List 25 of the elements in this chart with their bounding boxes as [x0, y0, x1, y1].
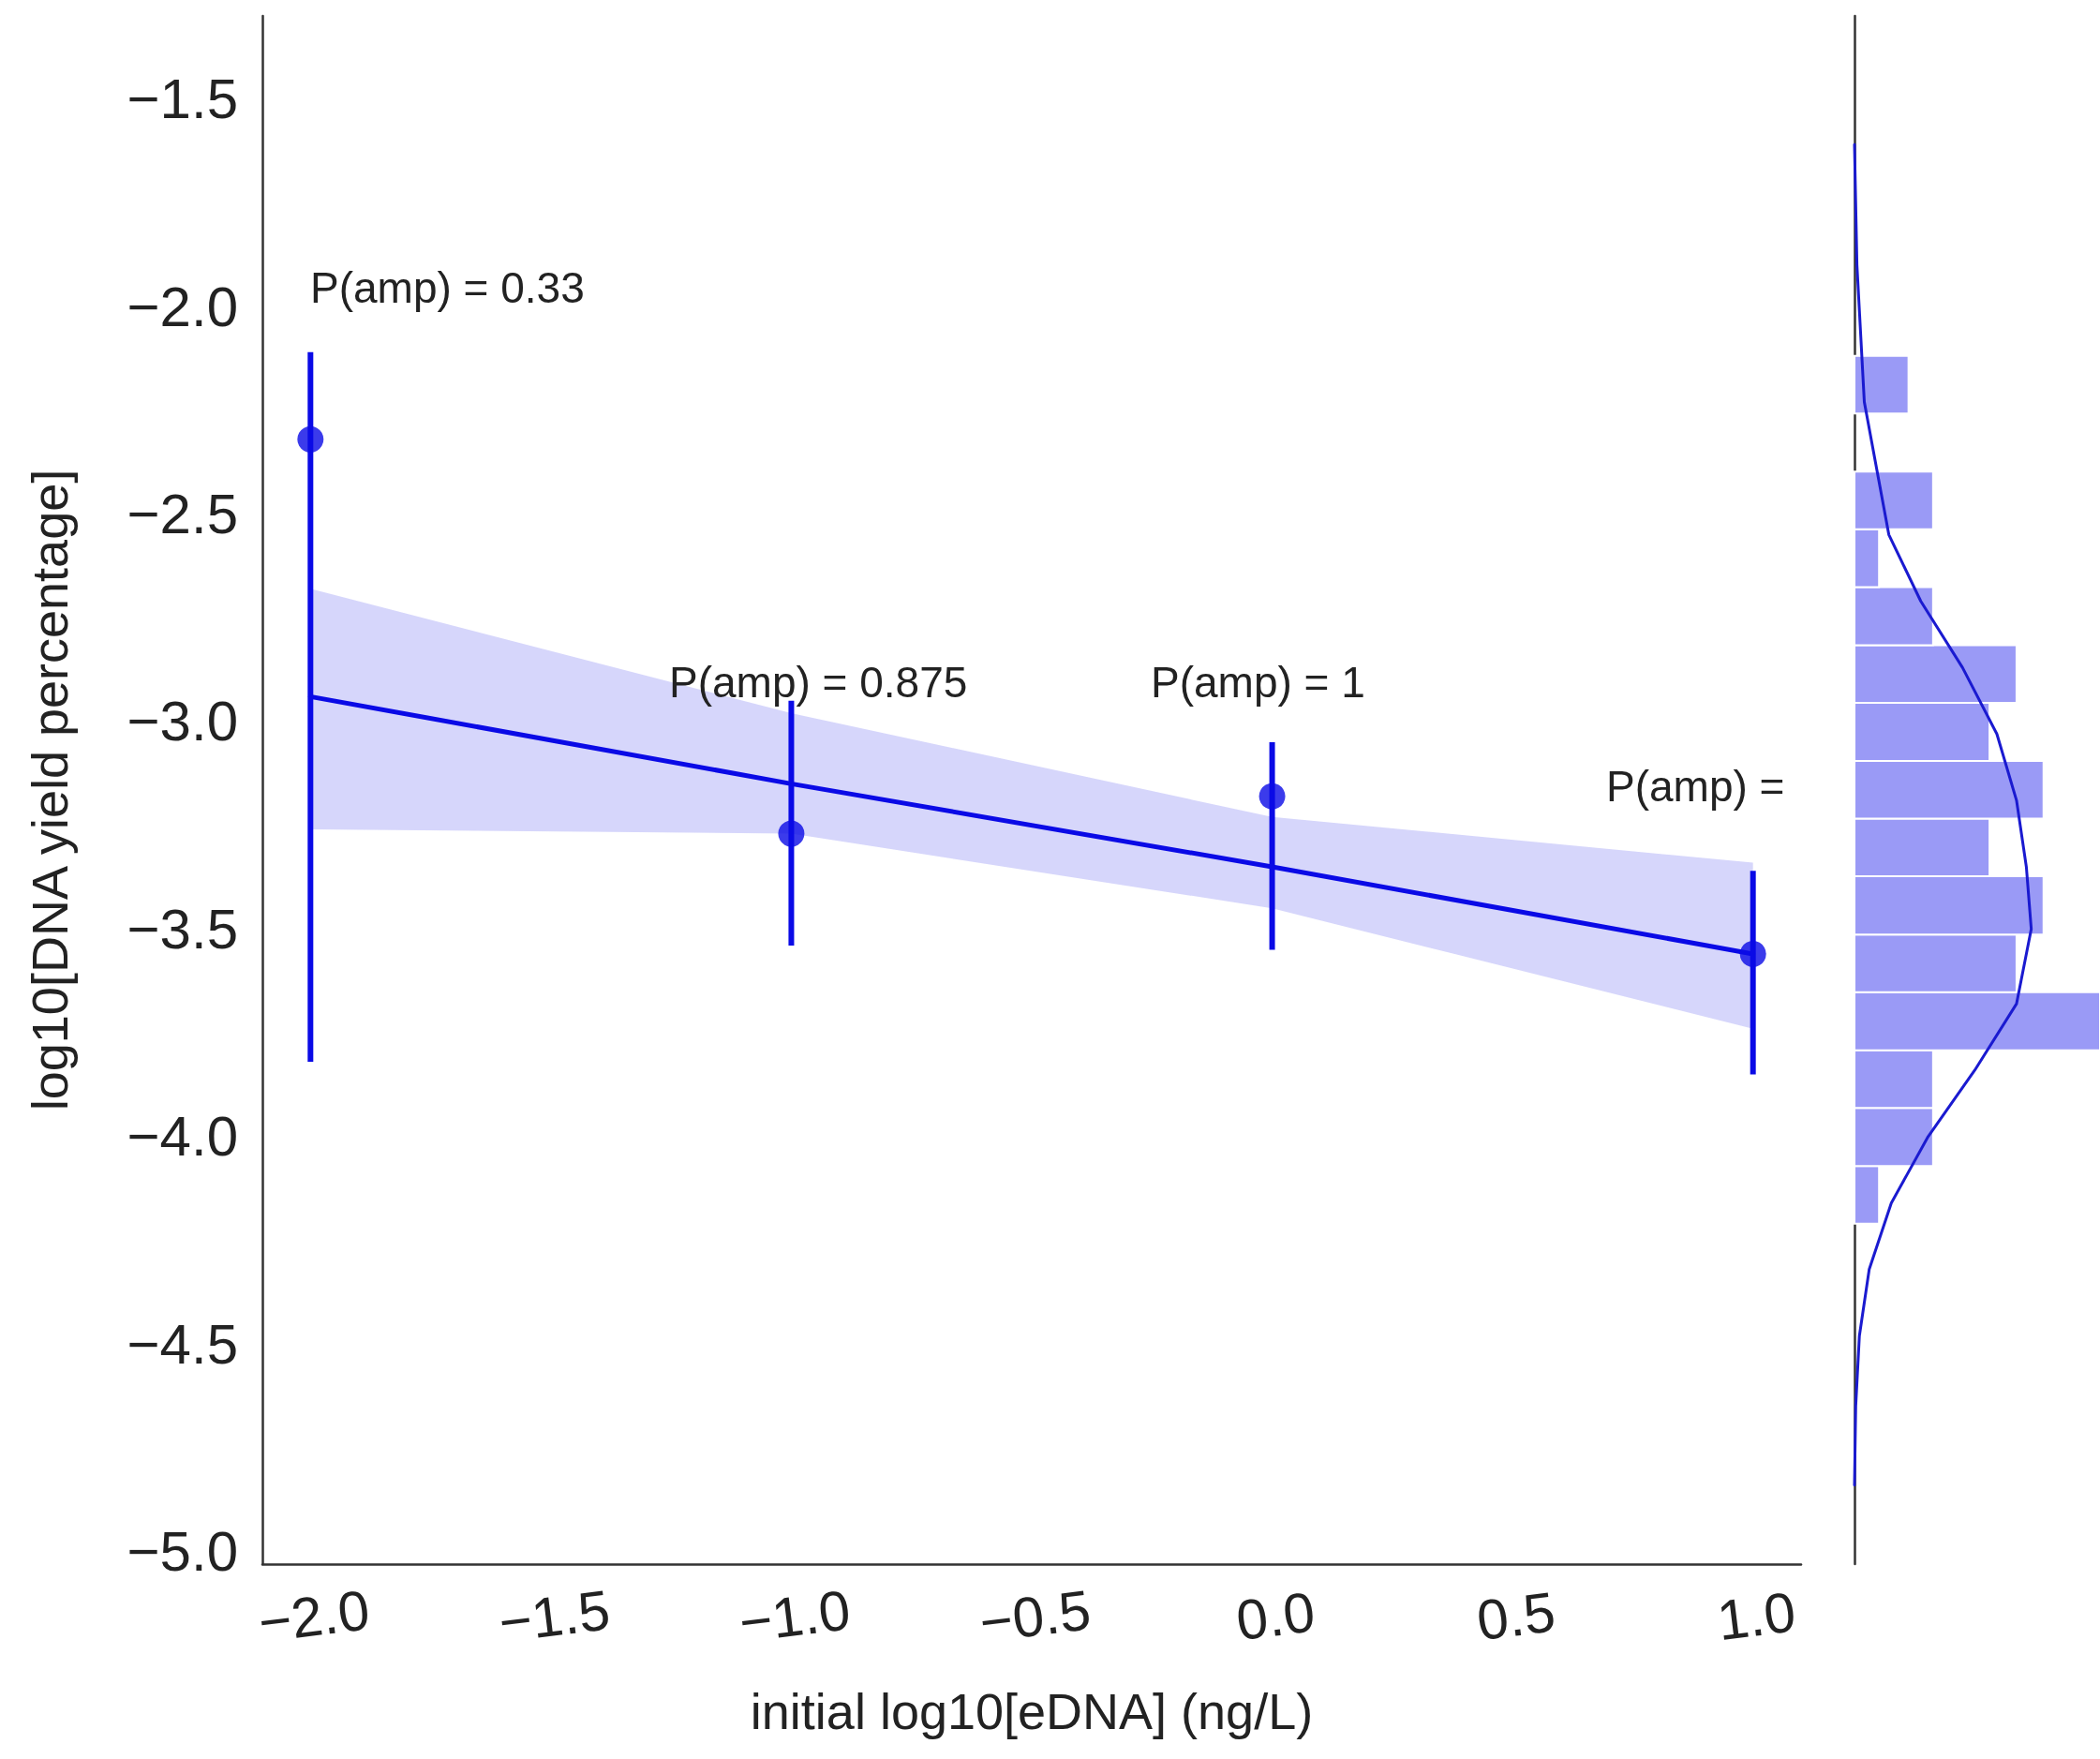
- y-axis-title: log10[DNA yield percentage]: [22, 469, 78, 1111]
- annotation: P(amp) = 0.33: [310, 263, 585, 312]
- y-tick-label: −2.5: [127, 482, 238, 545]
- y-tick-label: −3.5: [127, 897, 238, 961]
- point: [297, 425, 324, 453]
- y-tick-label: −1.5: [127, 67, 238, 131]
- annotation: P(amp) = 1: [1151, 658, 1365, 707]
- x-axis-title: initial log10[eDNA] (ng/L): [750, 1683, 1314, 1739]
- x-tick-label: 1.0: [1713, 1580, 1799, 1653]
- x-tick-label: 0.0: [1232, 1580, 1318, 1653]
- y-tick-label: −5.0: [127, 1520, 238, 1584]
- x-tick-label: 0.5: [1473, 1580, 1559, 1653]
- x-tick-label: −1.5: [495, 1578, 614, 1655]
- point: [1739, 940, 1766, 967]
- y-tick-label: −2.0: [127, 275, 238, 338]
- y-tick-label: −4.0: [127, 1105, 238, 1169]
- point: [778, 820, 805, 847]
- annotation: P(amp) = 0.875: [669, 658, 968, 707]
- point: [1259, 783, 1286, 810]
- y-tick-label: −4.5: [127, 1312, 238, 1376]
- y-tick-label: −3.0: [127, 690, 238, 753]
- x-tick-label: −2.0: [255, 1578, 373, 1655]
- annotation: P(amp) =: [1606, 762, 1785, 811]
- x-tick-label: −1.0: [736, 1578, 854, 1655]
- x-tick-label: −0.5: [976, 1578, 1095, 1655]
